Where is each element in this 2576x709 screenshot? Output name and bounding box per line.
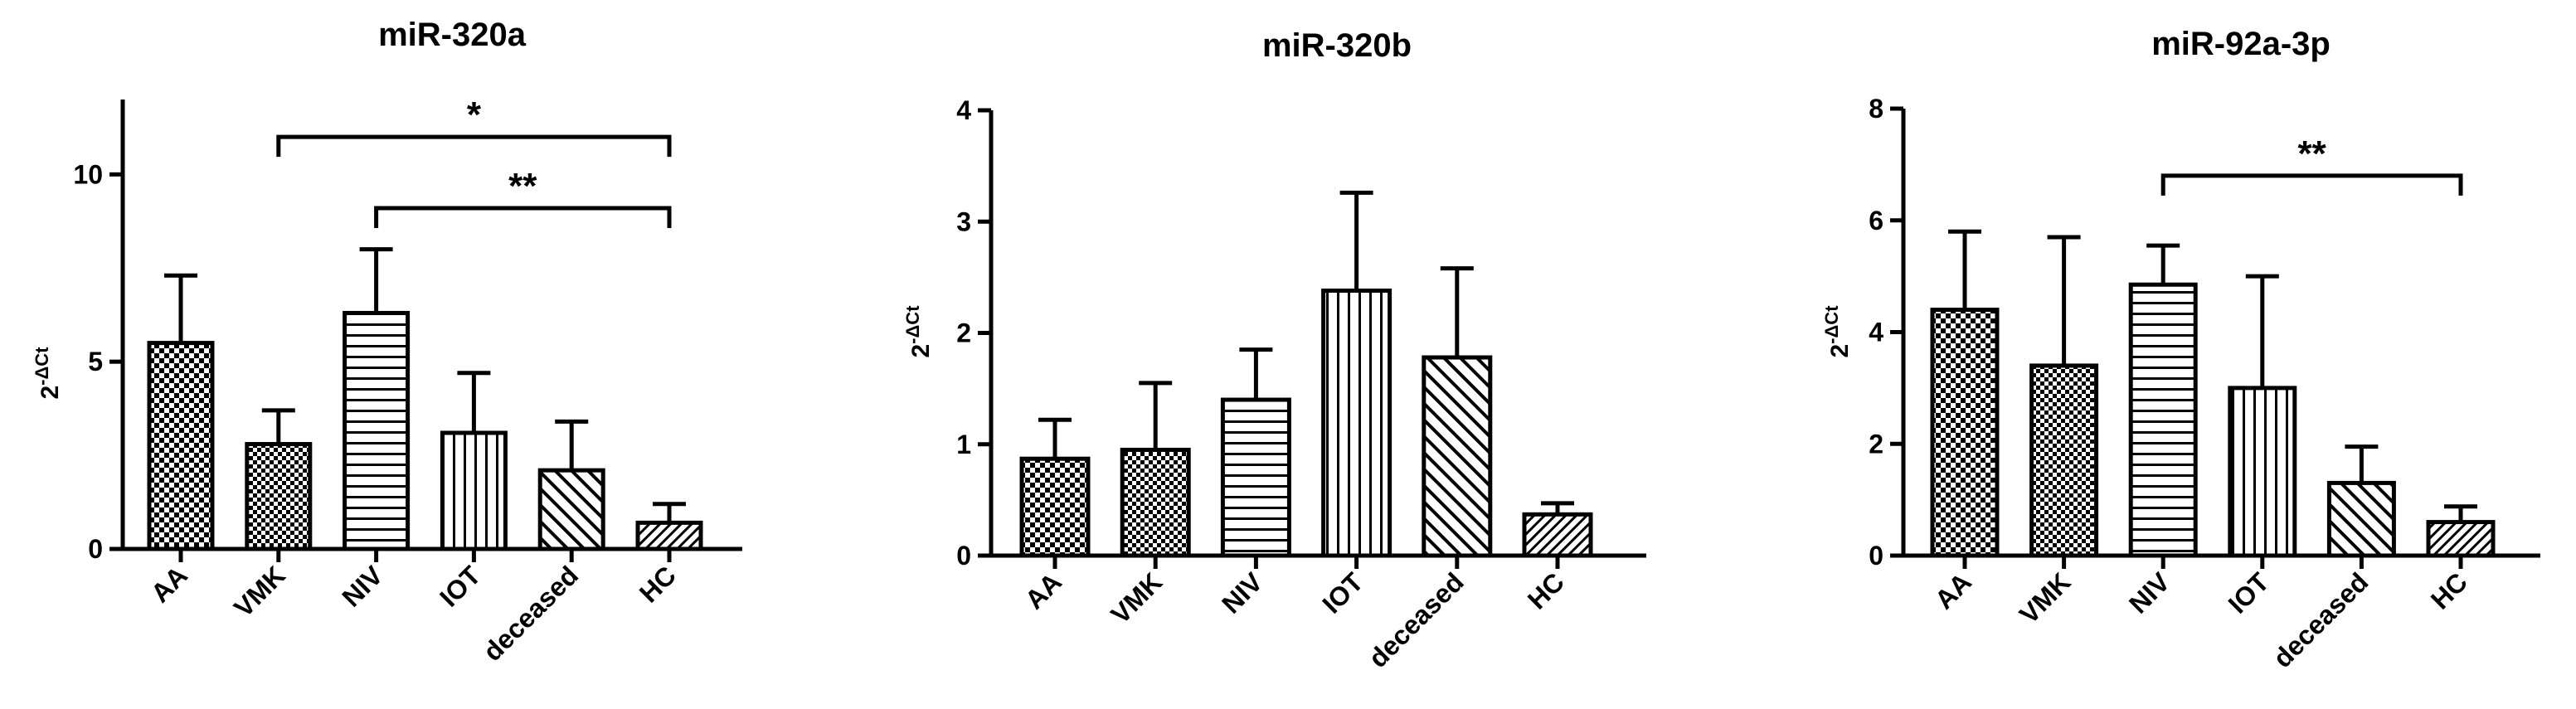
- significance-bracket: [2160, 173, 2463, 196]
- y-axis-label: 2-ΔCt: [1821, 305, 1854, 358]
- bar-vmk: [2029, 363, 2099, 558]
- bar-niv: [2128, 282, 2198, 558]
- bar-aa: [1930, 308, 2000, 558]
- y-tick-label: 4: [1869, 318, 1883, 347]
- x-tick-label: deceased: [478, 560, 585, 667]
- y-axis-label-sup: -ΔCt: [902, 305, 923, 344]
- x-tick-label: HC: [2425, 566, 2473, 614]
- x-tick-label: IOT: [434, 560, 486, 612]
- significance-label: **: [508, 166, 537, 206]
- bar-hc: [635, 520, 703, 551]
- significance-label: **: [2297, 134, 2326, 174]
- bar-iot: [440, 430, 508, 551]
- bar-vmk: [1120, 447, 1191, 558]
- y-tick-label: 10: [73, 159, 103, 189]
- x-tick-label: AA: [1929, 566, 1977, 614]
- y-tick-label: 2: [956, 318, 971, 348]
- x-tick-label: deceased: [2267, 566, 2374, 673]
- x-tick-label: HC: [1522, 566, 1570, 614]
- bar-aa: [1019, 456, 1091, 558]
- y-tick-label: 6: [1869, 206, 1883, 236]
- bar-niv: [343, 310, 411, 551]
- y-tick-label: 0: [956, 541, 971, 571]
- y-axis-label-base: 2: [907, 344, 935, 358]
- bar-hc: [1522, 512, 1593, 558]
- x-tick-label: VMK: [228, 560, 291, 623]
- y-tick-label: 5: [88, 347, 103, 376]
- y-tick-label: 2: [1869, 429, 1883, 459]
- x-tick-label: VMK: [1105, 566, 1168, 629]
- bar-iot: [2228, 386, 2297, 558]
- y-axis-label-base: 2: [1826, 344, 1854, 358]
- bar-hc: [2426, 520, 2496, 558]
- y-tick-label: 8: [1869, 94, 1883, 124]
- x-tick-label: NIV: [336, 560, 389, 613]
- bar-iot: [1321, 288, 1392, 558]
- significance-bracket: [276, 134, 672, 158]
- x-tick-label: AA: [145, 560, 193, 608]
- y-axis-label-sup: -ΔCt: [1821, 305, 1842, 344]
- y-tick-label: 3: [956, 206, 971, 236]
- y-axis-label: 2-ΔCt: [32, 347, 64, 400]
- y-axis-label: 2-ΔCt: [902, 305, 935, 358]
- bar-niv: [1220, 397, 1291, 558]
- y-axis-label-base: 2: [36, 386, 64, 400]
- x-tick-label: VMK: [2014, 566, 2077, 629]
- x-tick-label: IOT: [1316, 566, 1368, 619]
- bar-vmk: [245, 442, 313, 551]
- chart-title: miR-320a: [378, 17, 527, 53]
- bar-deceased: [537, 468, 605, 551]
- bar-deceased: [2326, 480, 2396, 558]
- bar-aa: [147, 341, 215, 551]
- chart-title: miR-320b: [1262, 27, 1412, 64]
- x-tick-label: IOT: [2223, 566, 2275, 619]
- y-tick-label: 4: [956, 95, 971, 125]
- x-tick-label: NIV: [1216, 566, 1269, 619]
- significance-bracket: [374, 206, 672, 228]
- x-tick-label: HC: [634, 560, 682, 608]
- x-tick-label: deceased: [1363, 566, 1470, 673]
- y-tick-label: 0: [88, 534, 103, 564]
- significance-label: *: [467, 95, 482, 135]
- y-tick-label: 1: [956, 430, 971, 459]
- x-tick-label: NIV: [2123, 566, 2176, 619]
- y-tick-label: 0: [1869, 541, 1883, 571]
- y-axis-label-sup: -ΔCt: [32, 347, 52, 386]
- chart-title: miR-92a-3p: [2151, 26, 2331, 62]
- x-tick-label: AA: [1019, 566, 1067, 614]
- bar-deceased: [1422, 355, 1493, 558]
